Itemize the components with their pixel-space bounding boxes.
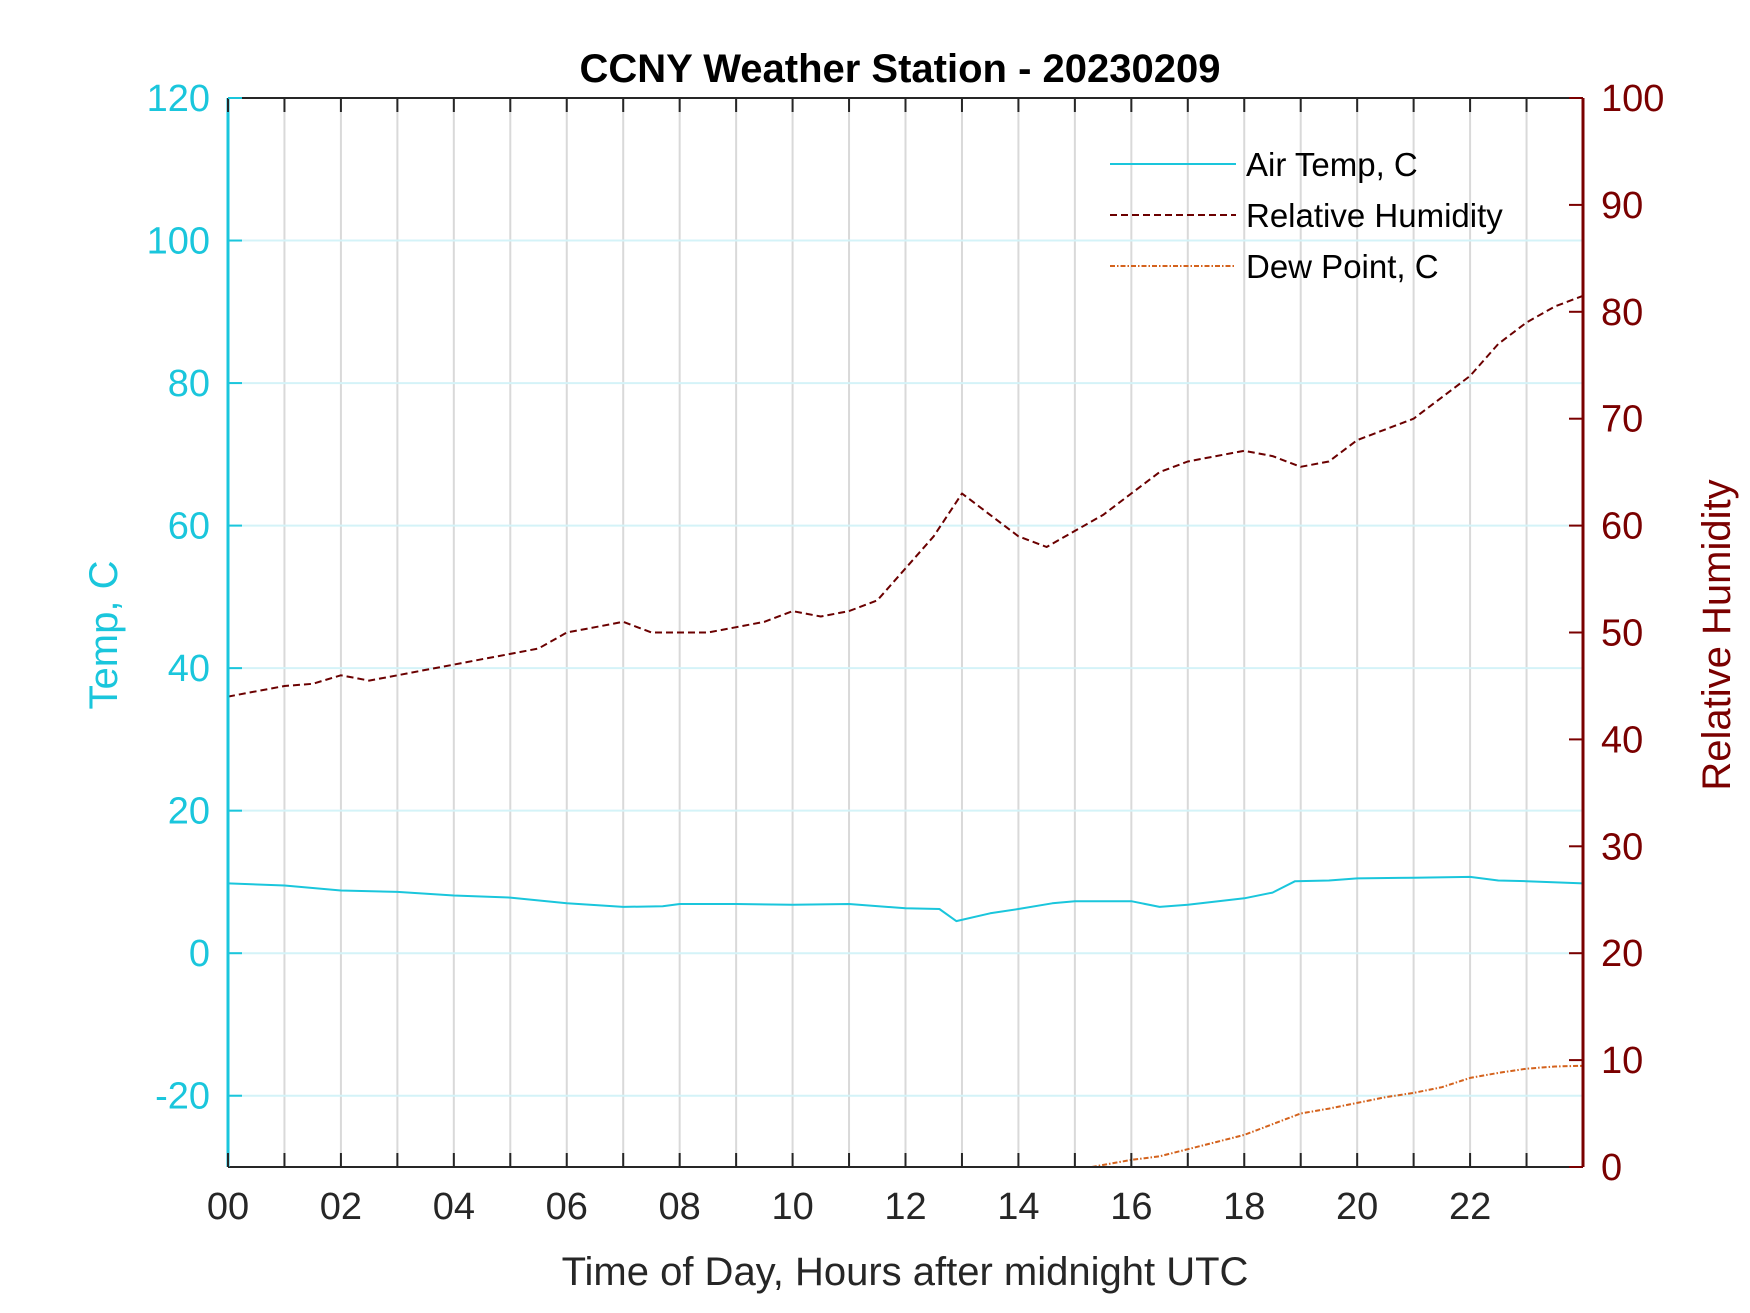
y-tick-label-left: 120: [147, 78, 210, 120]
y-tick-label-right: 100: [1601, 78, 1664, 120]
y-tick-label-right: 70: [1601, 399, 1643, 441]
x-tick-label: 14: [997, 1186, 1039, 1228]
y-tick-label-right: 50: [1601, 613, 1643, 655]
x-tick-label: 06: [546, 1186, 588, 1228]
y-tick-label-right: 10: [1601, 1040, 1643, 1082]
x-tick-label: 12: [884, 1186, 926, 1228]
series-line: [1091, 1064, 1584, 1168]
y-tick-label-left: 100: [147, 221, 210, 263]
y-tick-label-left: 80: [168, 363, 210, 405]
x-tick-label: 16: [1110, 1186, 1152, 1228]
y-tick-label-right: 20: [1601, 933, 1643, 975]
y-tick-label-right: 40: [1601, 719, 1643, 761]
plot-area: [227, 294, 1584, 1168]
y-tick-label-left: -20: [155, 1076, 210, 1118]
series-line: [227, 294, 1584, 698]
series-line: [227, 875, 1584, 923]
axes: 00 02 04 06 08 10 12 14 16 18 20 22120100806040200-…: [147, 78, 1665, 1228]
legend-label: Dew Point, C: [1246, 248, 1439, 285]
legend-label: Relative Humidity: [1246, 197, 1503, 234]
x-tick-label: 08: [659, 1186, 701, 1228]
y-tick-label-left: 60: [168, 506, 210, 548]
y-axis-left-label: Temp, C: [82, 561, 126, 710]
y-tick-label-right: 0: [1601, 1147, 1622, 1189]
y-tick-label-right: 90: [1601, 185, 1643, 227]
x-axis-label: Time of Day, Hours after midnight UTC: [562, 1250, 1249, 1294]
legend: Air Temp, C Relative Humidity Dew Point, C: [1110, 146, 1503, 285]
grid-lines: [228, 98, 1583, 1167]
y-tick-label-right: 80: [1601, 292, 1643, 334]
chart-title: CCNY Weather Station - 20230209: [580, 47, 1221, 91]
x-tick-label: 20: [1336, 1186, 1378, 1228]
y-tick-label-left: 20: [168, 791, 210, 833]
y-tick-label-right: 30: [1601, 826, 1643, 868]
y-tick-label-left: 0: [189, 933, 210, 975]
x-tick-label: 04: [433, 1186, 475, 1228]
x-tick-label: 22: [1449, 1186, 1491, 1228]
x-tick-label: 02: [320, 1186, 362, 1228]
x-tick-label: 00: [207, 1186, 249, 1228]
x-tick-label: 18: [1223, 1186, 1265, 1228]
y-axis-right-label: Relative Humidity: [1695, 479, 1739, 790]
y-tick-label-right: 60: [1601, 506, 1643, 548]
y-tick-label-left: 40: [168, 648, 210, 690]
x-tick-label: 10: [771, 1186, 813, 1228]
legend-label: Air Temp, C: [1246, 146, 1418, 183]
